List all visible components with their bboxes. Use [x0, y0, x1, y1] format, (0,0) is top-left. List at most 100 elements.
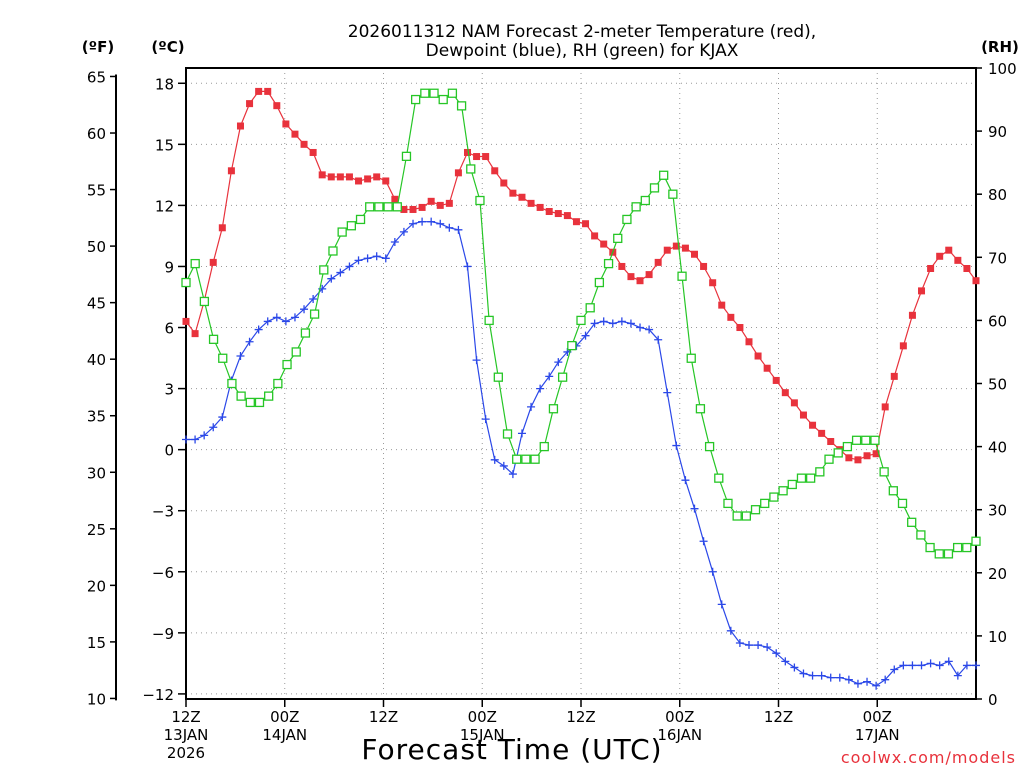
temperature-point [500, 179, 508, 187]
temperature-point [482, 153, 490, 161]
rh-point [897, 498, 908, 509]
x-tick-label: 13JAN [164, 726, 209, 744]
temperature-point [382, 177, 390, 185]
series-group [181, 87, 981, 690]
temperature-line [185, 90, 977, 461]
celsius-tick-label: −3 [152, 503, 174, 521]
dewpoint-point [890, 665, 899, 674]
dewpoint-point [336, 268, 345, 277]
temperature-point [300, 140, 308, 148]
credit-label: coolwx.com/models [841, 748, 1016, 767]
dewpoint-point [517, 429, 526, 438]
rh-tick-label: 60 [988, 312, 1007, 330]
temperature-point [572, 218, 580, 226]
rh-point [337, 227, 347, 237]
rh-point [539, 441, 549, 452]
dewpoint-point [381, 254, 390, 263]
dewpoint-point [744, 641, 753, 650]
rh-point [475, 195, 485, 206]
rh-point [851, 435, 862, 445]
rh-tick-label: 30 [988, 502, 1007, 520]
dewpoint-point [844, 675, 853, 684]
rh-point [411, 94, 421, 105]
rh-point [309, 309, 320, 319]
rh-point [686, 353, 696, 363]
rh-point [548, 404, 559, 414]
dewpoint-point [826, 673, 835, 682]
dewpoint-point [672, 441, 681, 450]
rh-point [208, 334, 219, 344]
dewpoint-point [817, 671, 826, 680]
rh-tick-label: 70 [988, 249, 1007, 267]
temperature-point [718, 301, 726, 309]
rh-point [879, 467, 889, 477]
rh-point [585, 303, 595, 313]
temperature-point [545, 208, 553, 216]
rh-point [576, 315, 586, 326]
dewpoint-point [972, 661, 980, 670]
temperature-point [781, 389, 789, 397]
rh-point [365, 202, 375, 212]
celsius-tick-label: 9 [164, 258, 174, 276]
temperature-point [890, 372, 898, 380]
temperature-point [945, 246, 953, 254]
fahrenheit-tick-label: 55 [87, 182, 106, 200]
rh-point [374, 202, 384, 212]
title-line-2: Dewpoint (blue), RH (green) for KJAX [426, 41, 739, 61]
dewpoint-point [590, 319, 599, 328]
rh-point [282, 359, 292, 370]
celsius-tick-label: 3 [164, 381, 174, 399]
fahrenheit-tick-label: 15 [87, 634, 106, 652]
x-tick-label: 12Z [171, 708, 200, 726]
dewpoint-point [935, 661, 944, 670]
fahrenheit-tick-label: 40 [87, 351, 106, 369]
temperature-point [336, 173, 344, 181]
x-tick-label: 00Z [468, 708, 497, 726]
dewpoint-point [735, 639, 744, 648]
temperature-point [509, 189, 517, 197]
rh-point [273, 378, 283, 389]
x-tick-label: 00Z [270, 708, 299, 726]
dewpoint-point [409, 219, 418, 228]
rh-point [199, 296, 210, 307]
dewpoint-line [186, 221, 976, 687]
dewpoint-point [390, 238, 399, 247]
dewpoint-point [354, 256, 363, 265]
temperature-point [491, 167, 499, 175]
temperature-point [445, 199, 453, 207]
dewpoint-point [418, 217, 427, 226]
dewpoint-point [218, 413, 227, 422]
dewpoint-point [372, 252, 381, 261]
dewpoint-point [790, 663, 799, 672]
temperature-point [454, 169, 462, 177]
fahrenheit-tick-label: 65 [87, 68, 106, 86]
celsius-tick-label: −12 [142, 686, 174, 704]
dewpoint-point [636, 323, 645, 332]
dewpoint-point [863, 677, 872, 686]
temperature-point [327, 173, 335, 181]
temperature-point [899, 342, 907, 350]
rh-series [181, 88, 981, 559]
dewpoint-point [617, 317, 626, 326]
temperature-point [427, 197, 435, 205]
rh-point [842, 441, 853, 452]
temperature-point [618, 262, 626, 270]
rh-point [218, 353, 228, 363]
celsius-tick-label: 0 [164, 442, 174, 460]
rh-tick-label: 100 [988, 60, 1017, 78]
dewpoint-point [527, 402, 536, 411]
fahrenheit-tick-label: 35 [87, 408, 106, 426]
x-tick-label: 17JAN [855, 726, 900, 744]
dewpoint-point [899, 661, 908, 670]
dewpoint-point [290, 313, 299, 322]
dewpoint-point [763, 643, 772, 652]
dewpoint-point [399, 227, 408, 236]
temperature-point [536, 203, 544, 211]
temperature-point [191, 330, 199, 338]
rh-point [750, 505, 761, 515]
rh-point [613, 233, 623, 244]
x-axis-label: Forecast Time (UTC) [361, 733, 662, 766]
temperature-point [264, 87, 272, 95]
